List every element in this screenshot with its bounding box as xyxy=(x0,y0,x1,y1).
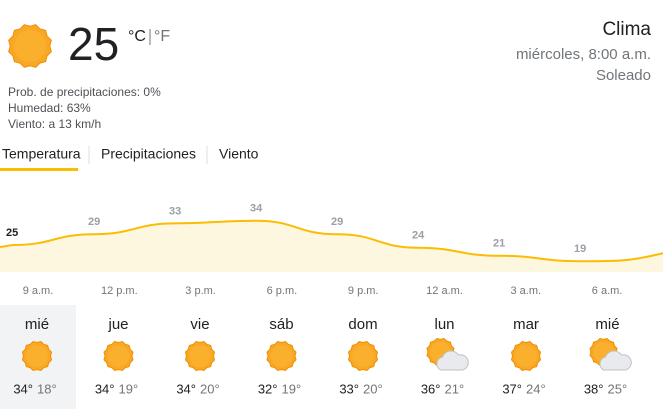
day-name: sáb xyxy=(269,316,293,333)
day-high: 32° xyxy=(258,381,278,396)
humidity: Humedad: 63% xyxy=(8,101,91,115)
day-name: jue xyxy=(107,316,128,333)
temp-label: 33 xyxy=(169,205,181,217)
day-name: vie xyxy=(190,316,209,333)
wind: Viento: a 13 km/h xyxy=(8,117,101,131)
day-high: 38° xyxy=(584,381,604,396)
day-low: 18° xyxy=(37,381,57,396)
sun-core xyxy=(515,345,537,367)
day-low: 24° xyxy=(526,381,546,396)
day-high: 34° xyxy=(95,381,115,396)
sun-core xyxy=(26,345,48,367)
time-label: 9 p.m. xyxy=(348,285,379,297)
tab[interactable]: Temperatura xyxy=(2,146,81,162)
temp-line-edge xyxy=(0,244,663,263)
day-high: 37° xyxy=(502,381,522,396)
title: Clima xyxy=(602,19,651,40)
day-name: lun xyxy=(434,316,454,333)
temp-label: 24 xyxy=(412,230,425,242)
sun-core xyxy=(14,30,46,62)
temp-label: 34 xyxy=(250,203,263,215)
day-low: 20° xyxy=(363,381,383,396)
sun-core xyxy=(270,345,293,367)
time-label: 3 a.m. xyxy=(511,285,542,297)
time-label: 6 p.m. xyxy=(267,285,298,297)
cloud-icon xyxy=(436,350,469,371)
temp-label: 29 xyxy=(331,216,343,228)
time-label: 12 a.m. xyxy=(426,285,463,297)
tab[interactable]: Viento xyxy=(219,146,259,162)
datetime: miércoles, 8:00 a.m. xyxy=(516,46,651,63)
day-name: mié xyxy=(595,316,619,333)
day-name: dom xyxy=(348,316,377,333)
day-name: mié xyxy=(25,316,49,333)
tab-indicator xyxy=(0,168,78,171)
temp-label: 29 xyxy=(88,216,100,228)
unit-celsius[interactable]: °C xyxy=(128,28,146,45)
day-low: 20° xyxy=(200,381,220,396)
current-temp: 25 xyxy=(68,18,119,70)
day-high: 33° xyxy=(339,381,359,396)
day-high: 34° xyxy=(13,381,33,396)
temp-area-edge xyxy=(0,245,663,272)
temp-label: 21 xyxy=(493,238,505,250)
time-label: 9 a.m. xyxy=(23,285,54,297)
day-high: 36° xyxy=(421,381,441,396)
temp-label: 19 xyxy=(574,243,586,255)
cloud-icon xyxy=(599,350,632,371)
day-low: 19° xyxy=(119,381,139,396)
day-low: 25° xyxy=(608,381,628,396)
time-label: 3 p.m. xyxy=(185,285,216,297)
sun-core xyxy=(107,345,130,367)
day-low: 21° xyxy=(445,381,465,396)
temp-label: 25 xyxy=(6,227,18,239)
temp-line xyxy=(12,219,581,263)
sun-core xyxy=(189,345,211,367)
temp-area xyxy=(13,220,580,272)
time-label: 12 p.m. xyxy=(101,285,138,297)
tab[interactable]: Precipitaciones xyxy=(101,146,196,162)
day-low: 19° xyxy=(282,381,302,396)
day-high: 34° xyxy=(176,381,196,396)
condition: Soleado xyxy=(596,67,651,84)
day-name: mar xyxy=(513,316,539,333)
unit-fahrenheit[interactable]: °F xyxy=(154,28,170,45)
sun-core xyxy=(352,345,374,367)
precip: Prob. de precipitaciones: 0% xyxy=(8,85,161,99)
time-label: 6 a.m. xyxy=(592,285,623,297)
